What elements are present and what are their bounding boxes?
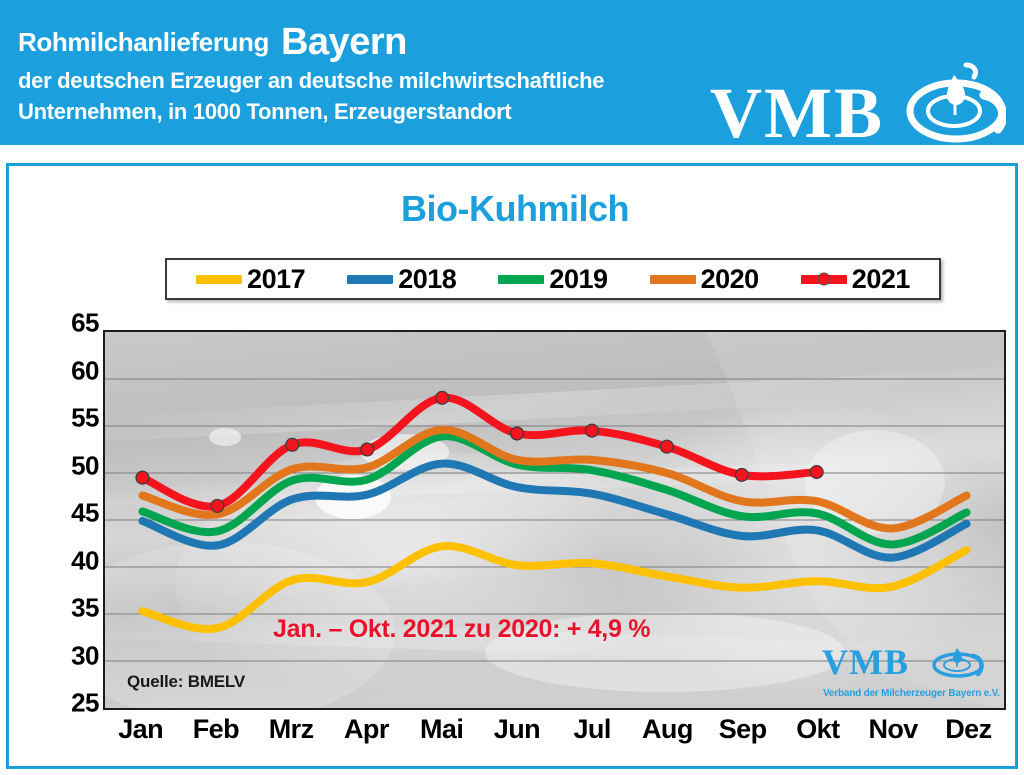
x-axis-tick-Feb: Feb <box>192 714 240 744</box>
line-2021 <box>142 398 816 507</box>
y-axis-labels: 65 60 55 50 45 40 35 30 25 <box>33 308 99 718</box>
y-axis-tick-45: 45 <box>71 497 99 528</box>
plot-area: Jan. – Okt. 2021 zu 2020: + 4,9 % Quelle… <box>103 330 1006 710</box>
legend-swatch-2021 <box>800 272 847 286</box>
data-point-2021-Jul <box>586 424 599 437</box>
data-point-2021-Mai <box>436 391 449 404</box>
header-title-region: Bayern <box>280 21 407 63</box>
x-axis-tick-Mrz: Mrz <box>268 714 314 744</box>
legend-marker-icon <box>817 272 831 286</box>
legend-item-2019[interactable]: 2019 <box>498 263 608 295</box>
data-point-2021-Feb <box>211 500 224 513</box>
series-2020 <box>142 430 966 529</box>
y-axis-tick-50: 50 <box>71 450 99 480</box>
chart-title: Bio-Kuhmilch <box>401 188 629 229</box>
legend-swatch-2020 <box>649 274 696 284</box>
data-point-2021-Mrz <box>286 438 299 451</box>
data-point-2021-Jan <box>136 471 149 484</box>
x-axis-tick-Sep: Sep <box>718 714 767 744</box>
y-axis-tick-30: 30 <box>71 640 99 670</box>
series-2021 <box>136 391 823 512</box>
data-point-2021-Sep <box>735 468 748 481</box>
y-axis-tick-25: 25 <box>71 687 99 718</box>
x-axis-tick-Jun: Jun <box>493 714 541 744</box>
y-axis-tick-40: 40 <box>71 545 99 575</box>
x-axis-tick-Nov: Nov <box>868 714 919 744</box>
line-2018 <box>142 464 966 558</box>
x-axis-labels: Jan Feb Mrz Apr Mai Jun Jul Aug Sep Okt Nov Dez <box>103 714 1006 760</box>
inner-vmb-subtitle: Verband der Milcherzeuger Bayern e.V. <box>823 688 1000 699</box>
x-axis-tick-Jul: Jul <box>573 714 612 744</box>
legend-item-2021[interactable]: 2021 <box>800 263 911 295</box>
milk-drop-icon <box>906 62 1006 143</box>
header-title-line: Rohmilchanlieferung Bayern <box>18 21 604 64</box>
vmb-wordmark: VMB <box>710 73 884 145</box>
inner-milk-drop-icon <box>932 648 984 678</box>
legend-label-2020: 2020 <box>700 263 760 294</box>
data-point-2021-Aug <box>660 440 673 453</box>
x-axis-tick-Apr: Apr <box>344 714 389 744</box>
legend-label-2017: 2017 <box>247 263 306 294</box>
series-2017 <box>142 546 966 629</box>
legend-swatch-2017 <box>196 274 243 284</box>
header-subtitle-line-1: der deutschen Erzeuger an deutsche milch… <box>18 67 605 93</box>
line-2017 <box>142 546 966 629</box>
source-label: Quelle: BMELV <box>127 672 245 691</box>
legend-label-2019: 2019 <box>549 263 608 294</box>
series-2018 <box>142 464 966 558</box>
line-2020 <box>142 430 966 529</box>
data-point-2021-Jun <box>511 427 524 440</box>
y-axis-tick-55: 55 <box>71 402 99 433</box>
comparison-annotation: Jan. – Okt. 2021 zu 2020: + 4,9 % <box>273 615 651 643</box>
y-axis-tick-35: 35 <box>71 592 99 623</box>
line-2019 <box>142 436 966 544</box>
series-2019 <box>142 436 966 544</box>
legend-item-2018[interactable]: 2018 <box>347 263 457 295</box>
y-axis-tick-60: 60 <box>71 355 99 385</box>
header-banner: Rohmilchanlieferung Bayern der deutschen … <box>0 0 1024 145</box>
vmb-logo: VMB <box>710 43 1010 145</box>
legend-swatch-2018 <box>347 274 394 284</box>
y-axis-tick-65: 65 <box>71 307 99 338</box>
chart-svg <box>105 332 1004 708</box>
x-axis-tick-Jan: Jan <box>118 714 163 744</box>
legend-item-2017[interactable]: 2017 <box>196 263 306 295</box>
x-axis-tick-Mai: Mai <box>420 714 464 744</box>
inner-vmb-logo: VMB Verband der Milcherzeuger Bayern e.V… <box>818 642 1000 700</box>
legend-item-2020[interactable]: 2020 <box>649 263 760 295</box>
x-axis-tick-Okt: Okt <box>796 714 840 744</box>
inner-vmb-wordmark: VMB <box>822 642 909 682</box>
header-text-block: Rohmilchanlieferung Bayern der deutschen … <box>18 21 605 126</box>
x-axis-tick-Dez: Dez <box>945 714 992 744</box>
header-title-prefix: Rohmilchanlieferung <box>18 27 269 57</box>
chart-legend: 2017 2018 2019 2020 2021 <box>165 258 941 300</box>
data-point-2021-Okt <box>810 466 823 479</box>
chart-card: Bio-Kuhmilch 2017 2018 2019 2020 2021 65 60 55… <box>6 163 1018 769</box>
legend-swatch-2019 <box>498 274 545 284</box>
legend-label-2018: 2018 <box>398 263 457 294</box>
header-subtitle-line-2: Unternehmen, in 1000 Tonnen, Erzeugersta… <box>18 98 512 124</box>
x-axis-tick-Aug: Aug <box>642 714 693 744</box>
legend-label-2021: 2021 <box>851 263 911 294</box>
data-point-2021-Apr <box>361 443 374 456</box>
